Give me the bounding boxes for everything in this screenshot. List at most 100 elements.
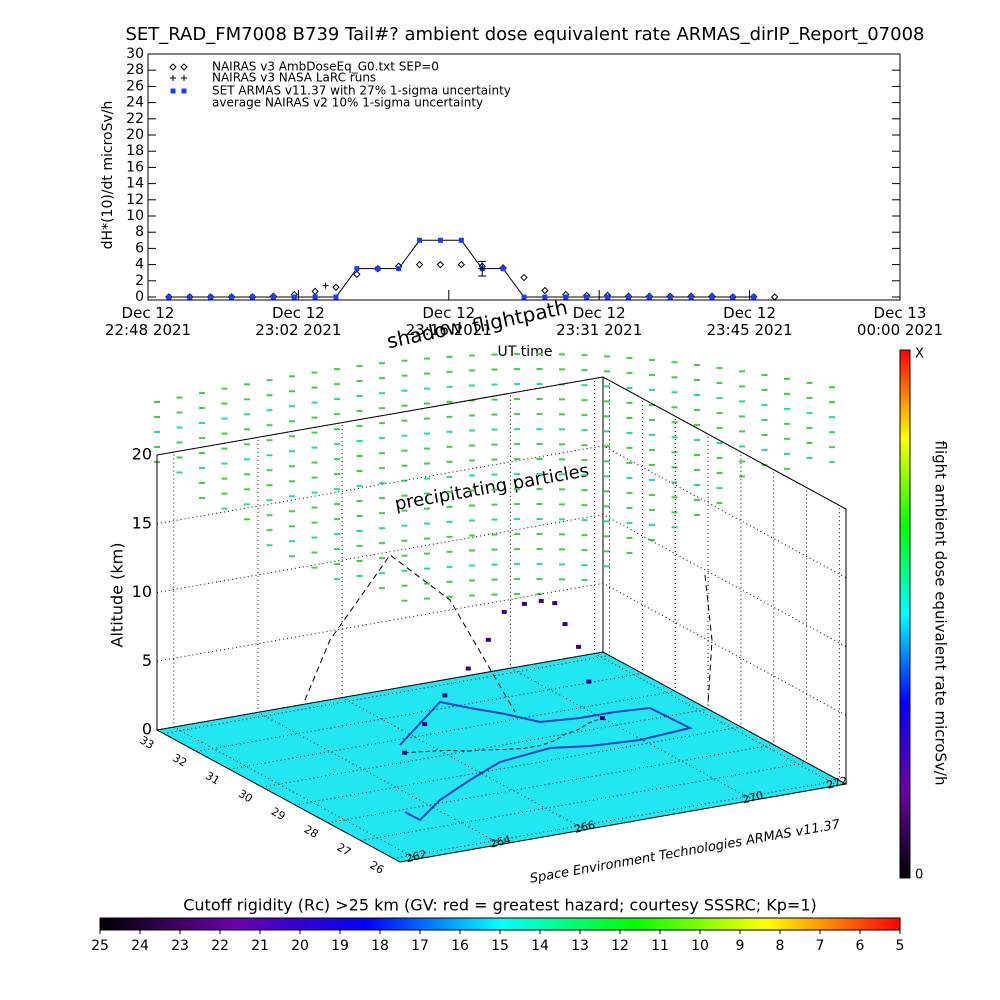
x-tick-label: 264: [489, 833, 513, 851]
colorbar-tick-label: 15: [491, 938, 509, 954]
grid-line: [257, 437, 502, 845]
grid-line: [594, 378, 838, 786]
legend-marker: [181, 75, 187, 81]
point-marker: [688, 294, 694, 300]
y-tick-label: 24: [126, 95, 144, 111]
x-tick-label: Dec 13 00:00 2021: [856, 304, 944, 339]
colorbar-tick-label: 14: [531, 938, 549, 954]
point-marker: [584, 294, 590, 300]
flight-point: [586, 679, 592, 684]
decor-track: [304, 554, 713, 713]
colorbar-tick-label: 5: [896, 938, 905, 954]
flight-point: [465, 666, 471, 671]
grid-line: [341, 422, 586, 831]
y-tick-label: 29: [269, 805, 288, 823]
grid-line: [509, 393, 754, 801]
point-marker: [311, 287, 319, 296]
series-line: [168, 239, 754, 298]
point-marker: [667, 294, 673, 300]
colorbar: [99, 917, 901, 931]
z-tick-label: 0: [142, 720, 152, 739]
z-tick-label: 15: [132, 513, 152, 532]
flight-shadow: [404, 717, 603, 754]
y-tick-label: 28: [302, 823, 321, 841]
error-bar: [478, 260, 487, 277]
z-axis-label: Altitude (km): [108, 543, 127, 648]
point-marker: [458, 237, 464, 243]
y-tick-label: 14: [126, 176, 144, 192]
colorbar-tick-label: 25: [91, 938, 109, 954]
point-marker: [417, 237, 423, 243]
y-tick-label: 26: [126, 78, 144, 94]
colorbar-tick-label: 24: [131, 938, 149, 954]
point-marker: [709, 294, 715, 300]
point-marker: [249, 294, 255, 300]
x-tick-label: Dec 12 22:48 2021: [104, 304, 192, 339]
colorbar-tick-label: 16: [451, 938, 469, 954]
point-marker: [646, 294, 652, 300]
y-tick-label: 33: [138, 734, 157, 752]
point-marker: [291, 294, 297, 300]
y-tick-label: 0: [135, 289, 144, 305]
point-marker: [605, 294, 611, 300]
plot-frame: [147, 53, 901, 301]
legend-label: NAIRAS v3 AmbDoseEq_G0.txt SEP=0: [212, 60, 439, 74]
colorbar-tick-label: 6: [856, 938, 865, 954]
point-marker: [563, 294, 569, 300]
legend-marker: [181, 88, 187, 94]
flight-point: [485, 637, 491, 642]
grid-line: [196, 398, 643, 752]
y-tick-label: 6: [135, 240, 144, 256]
point-marker: [730, 294, 736, 300]
x-tick-label: 272: [825, 774, 849, 792]
colorbar-tick-label: 7: [816, 938, 825, 954]
point-marker: [354, 266, 360, 272]
point-marker: [541, 286, 549, 295]
legend-marker: [180, 63, 188, 71]
point-marker: [166, 294, 172, 300]
y-tick-label: 28: [126, 62, 144, 78]
colorbar-tick-label: 19: [331, 938, 349, 954]
point-marker: [396, 266, 402, 272]
colorbar-tick-label: 21: [251, 938, 269, 954]
point-marker: [542, 294, 548, 300]
flight-point: [538, 598, 544, 603]
colorbar-label: Cutoff rigidity (Rc) >25 km (GV: red = g…: [183, 896, 817, 915]
point-marker: [457, 260, 466, 269]
grid-line: [393, 505, 840, 859]
flight-point: [501, 609, 507, 614]
point-marker: [770, 293, 779, 301]
legend-label: average NAIRAS v2 10% 1-sigma uncertaint…: [212, 96, 483, 110]
colorbar-tick-label: 18: [371, 938, 389, 954]
colorbar-tick-label: 22: [211, 938, 229, 954]
colorbar: [899, 349, 911, 879]
annotation: precipitating particles: [393, 460, 590, 515]
chart-title: SET_RAD_FM7008 B739 Tail#? ambient dose …: [125, 24, 924, 45]
colorbar-tick-label: 0: [915, 868, 923, 883]
y-tick-label: 12: [126, 192, 144, 208]
flight-point: [442, 693, 448, 698]
flight-point: [521, 601, 527, 606]
y-axis-label: dH*(10)/dt microSv/h: [100, 101, 116, 250]
x-tick-label: 270: [741, 789, 765, 807]
legend-label: NAIRAS v3 NASA LaRC runs: [212, 71, 376, 85]
point-marker: [312, 294, 318, 300]
x-tick-label: 262: [405, 848, 429, 866]
colorbar-tick-label: X: [915, 347, 924, 362]
point-marker: [500, 266, 506, 272]
flight-point: [422, 722, 428, 727]
z-tick-label: 10: [132, 582, 152, 601]
colorbar-tick-label: 23: [171, 938, 189, 954]
point-marker: [625, 294, 631, 300]
z-tick-label: 5: [142, 651, 152, 670]
floor: [155, 651, 848, 863]
point-marker: [751, 294, 757, 300]
flight-point: [552, 601, 558, 606]
flight-point: [562, 622, 568, 627]
x-tick-label: 266: [573, 818, 597, 836]
y-tick-label: 2: [135, 273, 144, 289]
coastline: [399, 700, 693, 822]
flight-point: [576, 644, 582, 649]
point-marker: [333, 294, 339, 300]
